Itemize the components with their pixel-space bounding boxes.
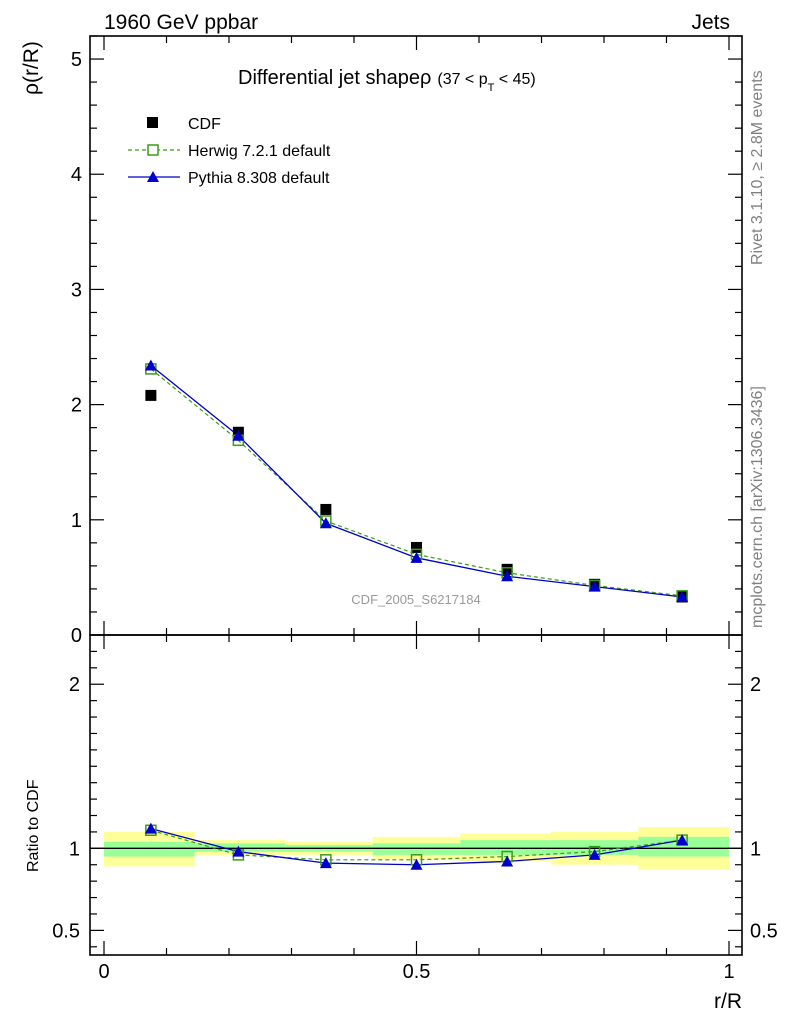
main-y-tick-label: 2	[71, 395, 82, 417]
energy-header: 1960 GeV ppbar	[104, 11, 258, 34]
main-y-tick-label: 3	[71, 279, 82, 301]
legend-cdf-marker	[147, 117, 158, 128]
pythia-point	[319, 517, 332, 529]
main-y-axis-label: ρ(r/R)	[20, 41, 43, 95]
chart-title: Differential jet shapeρ (37 < pT < 45)	[238, 67, 536, 94]
ratio-panel: 0.5 0.51 12 2 0 0.5 1 Ratio to CDF r/R	[25, 634, 778, 1013]
legend-herwig-marker	[147, 144, 159, 156]
ratio-y-tick-labels: 0.5 0.5 1 1 2 2	[52, 674, 778, 942]
main-axis-ticks	[90, 35, 742, 636]
ratio-pythia-point	[144, 822, 157, 834]
main-data-layer	[144, 359, 689, 603]
cdf-point	[145, 389, 157, 401]
process-header: Jets	[691, 11, 730, 34]
cdf-point	[320, 503, 332, 515]
legend-herwig-label: Herwig 7.2.1 default	[188, 143, 331, 160]
rivet-label: Rivet 3.1.10, ≥ 2.8M events	[749, 70, 766, 265]
ratio-band-inner	[104, 841, 195, 857]
ratio-y-axis-label: Ratio to CDF	[25, 779, 42, 872]
ratio-x-tick-label: 1	[723, 961, 734, 983]
ratio-y-tick-label-left: 1	[69, 838, 80, 860]
ratio-pythia-point	[319, 857, 332, 869]
ratio-frame	[89, 634, 743, 956]
ratio-axis-ticks	[90, 635, 742, 955]
ratio-band-inner	[638, 836, 729, 857]
x-axis-label: r/R	[714, 990, 742, 1013]
ratio-pythia-point	[410, 858, 423, 870]
mcplots-label: mcplots.cern.ch [arXiv:1306.3436]	[749, 386, 766, 628]
ratio-pythia-point	[501, 855, 514, 867]
legend-pythia-marker	[147, 171, 159, 182]
main-y-tick-label: 1	[71, 510, 82, 532]
main-y-tick-label: 4	[71, 164, 82, 186]
main-y-tick-label: 5	[71, 49, 82, 71]
ratio-y-tick-label-right: 0.5	[750, 920, 778, 942]
ratio-y-tick-label-left: 2	[69, 674, 80, 696]
ratio-data-layer	[144, 822, 689, 870]
ratio-y-tick-label-right: 1	[750, 838, 761, 860]
ratio-band-inner	[460, 840, 551, 855]
legend-cdf-label: CDF	[188, 116, 221, 133]
ratio-pythia-point	[588, 848, 601, 860]
ratio-x-tick-labels: 0 0.5 1	[98, 961, 734, 983]
ratio-x-tick-label: 0	[98, 961, 109, 983]
pythia-point	[144, 359, 157, 371]
pythia-point	[410, 551, 423, 563]
ratio-band-inner	[372, 843, 461, 855]
analysis-watermark: CDF_2005_S6217184	[351, 592, 480, 607]
ratio-y-tick-label-right: 2	[750, 674, 761, 696]
main-y-tick-labels: 0 1 2 3 4 5	[71, 49, 82, 647]
ratio-band-inner	[194, 843, 286, 852]
ratio-pythia-point	[232, 845, 245, 857]
pythia-point	[588, 580, 601, 592]
ratio-x-tick-label: 0.5	[403, 961, 431, 983]
pythia-point	[501, 570, 514, 582]
pythia-point	[676, 590, 689, 602]
pythia-point	[232, 429, 245, 441]
main-panel: 0 1 2 3 4 5 ρ(r/R) Differential jet shapeρ (37…	[20, 35, 743, 647]
cdf-point	[501, 563, 513, 575]
ratio-pythia-point	[676, 834, 689, 846]
legend: CDF Herwig 7.2.1 default Pythia 8.308 de…	[128, 116, 331, 187]
legend-pythia-label: Pythia 8.308 default	[188, 170, 330, 187]
main-y-tick-label: 0	[71, 625, 82, 647]
ratio-y-tick-label-left: 0.5	[52, 920, 80, 942]
cdf-point	[411, 541, 422, 553]
